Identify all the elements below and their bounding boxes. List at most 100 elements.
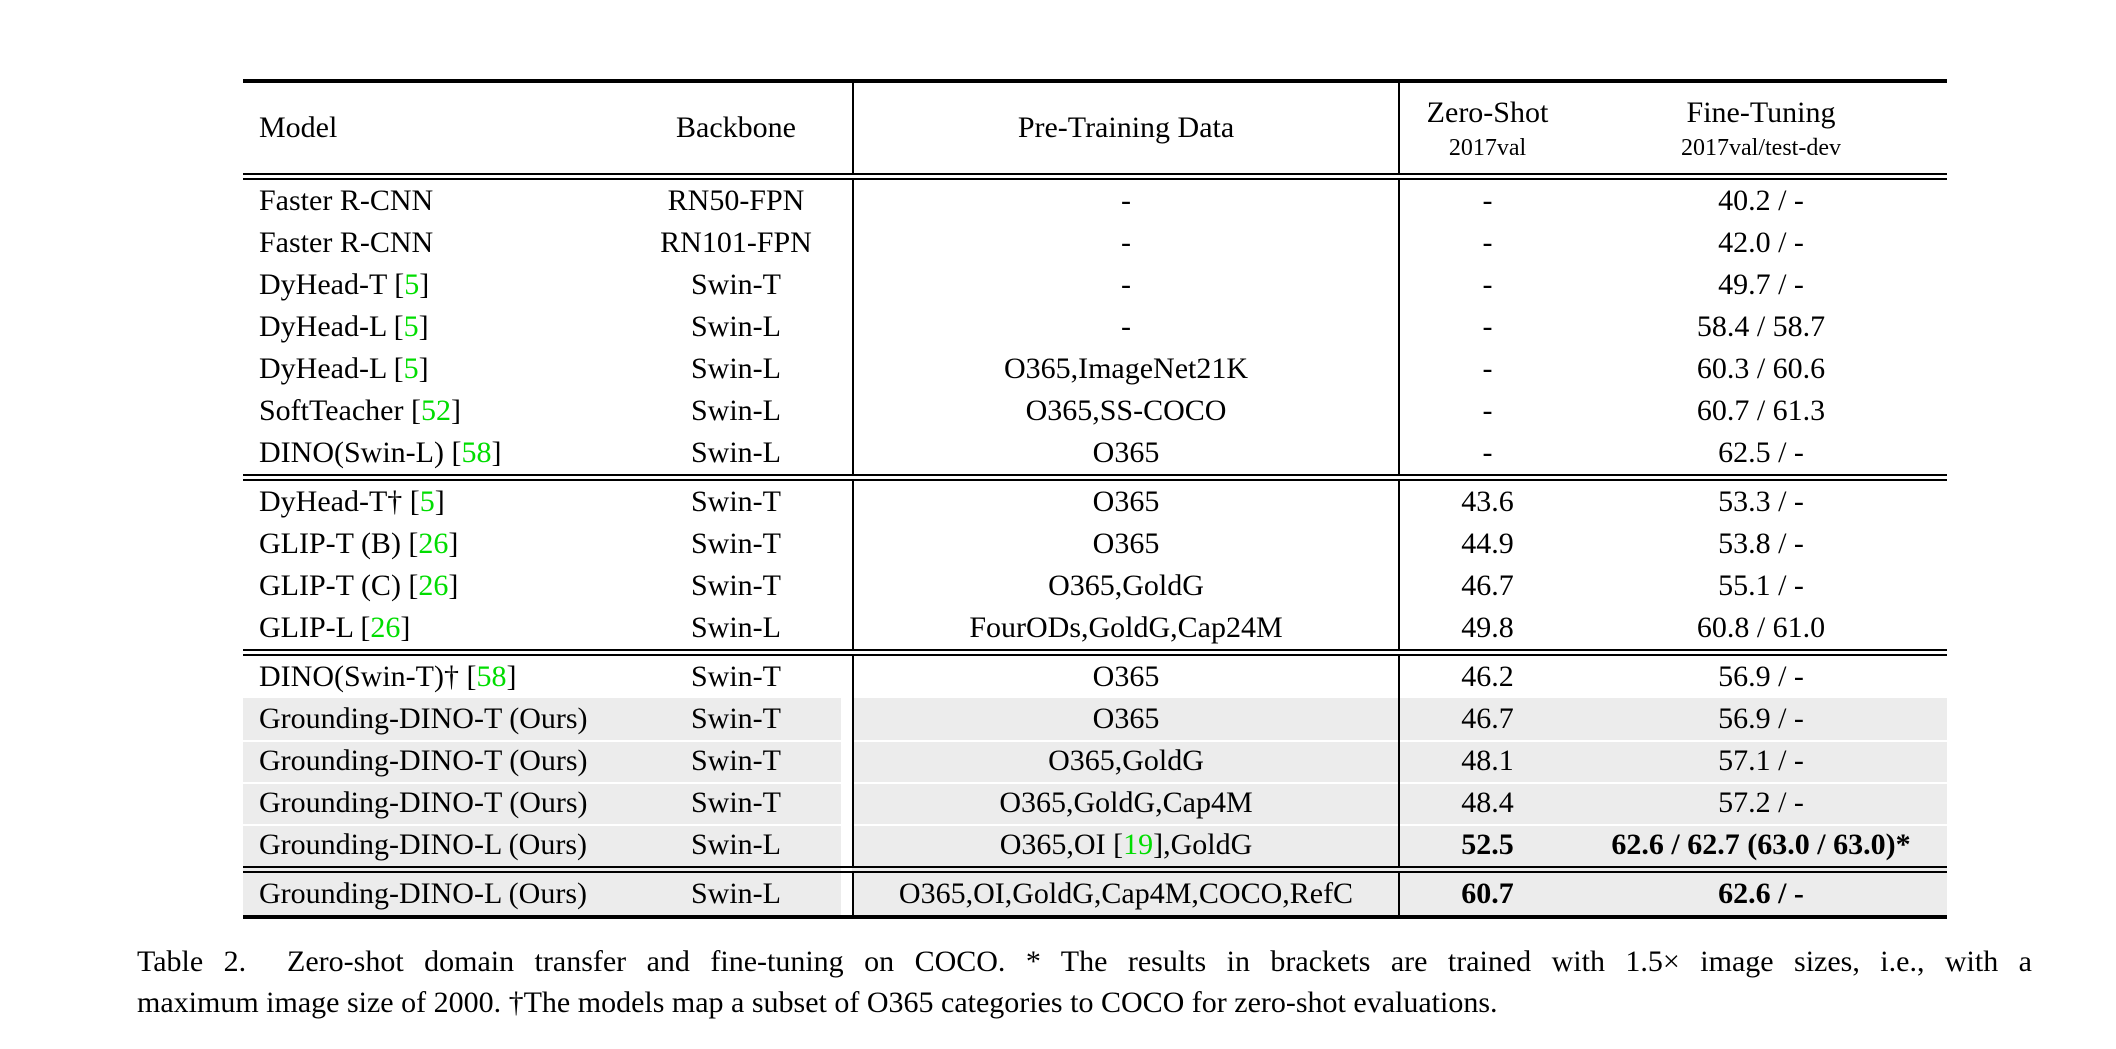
finetune-cell: 62.5 / - <box>1575 432 1947 478</box>
model-name-end: ] <box>419 268 430 301</box>
pretrain-cell: O365 <box>852 652 1400 698</box>
model-cell: Grounding-DINO-T (Ours) <box>243 782 620 824</box>
model-cell: DyHead-L [5] <box>243 306 620 348</box>
finetune-cell: 57.2 / - <box>1575 782 1947 824</box>
finetune-cell: 60.8 / 61.0 <box>1575 607 1947 653</box>
zeroshot-cell: 48.4 <box>1399 782 1575 824</box>
finetune-cell: 62.6 / 62.7 (63.0 / 63.0)* <box>1575 824 1947 870</box>
pretrain-cell: - <box>852 306 1400 348</box>
zeroshot-cell: 48.1 <box>1399 740 1575 782</box>
model-cell: Faster R-CNN <box>243 222 620 264</box>
backbone-cell: Swin-T <box>620 478 853 524</box>
pretrain-cell: O365 <box>852 477 1400 523</box>
backbone-cell: Swin-L <box>620 607 853 653</box>
model-name-end: ] <box>448 527 459 560</box>
table-row: Grounding-DINO-L (Ours) Swin-L O365,OI [19… <box>243 824 1947 870</box>
table-row: DINO(Swin-T)† [58] Swin-T O365 46.2 56.9 / - <box>243 652 1947 699</box>
header-finetune-sublabel: 2017val/test-dev <box>1681 135 1841 161</box>
pretrain-data: - <box>1121 268 1131 301</box>
pretrain-cell: O365 <box>852 432 1400 478</box>
pretrain-data: - <box>1121 310 1131 343</box>
model-cell: Faster R-CNN <box>243 177 620 223</box>
zeroshot-value: - <box>1482 436 1493 469</box>
pretrain-data: O365,SS-COCO <box>1025 394 1227 427</box>
citation-number[interactable]: 19 <box>1123 828 1154 861</box>
zeroshot-value: 46.2 <box>1461 660 1514 693</box>
finetune-cell: 53.8 / - <box>1575 523 1947 565</box>
results-table: Model Backbone Pre-Training Data Zero-Sh… <box>243 79 1947 919</box>
pretrain-cell: O365,GoldG,Cap4M <box>852 782 1400 824</box>
finetune-cell: 56.9 / - <box>1575 698 1947 740</box>
backbone-cell: Swin-T <box>620 653 853 699</box>
backbone-name: Swin-T <box>691 527 781 560</box>
header-pretrain-cell: Pre-Training Data <box>852 81 1400 177</box>
citation-number[interactable]: 5 <box>403 352 419 385</box>
finetune-cell: 42.0 / - <box>1575 222 1947 264</box>
backbone-name: Swin-L <box>691 436 781 469</box>
zeroshot-cell: - <box>1399 390 1575 432</box>
model-cell: GLIP-L [26] <box>243 607 620 653</box>
citation-number[interactable]: 5 <box>404 268 420 301</box>
backbone-name: Swin-L <box>691 611 781 644</box>
zeroshot-value: 43.6 <box>1461 485 1514 518</box>
citation-number[interactable]: 58 <box>461 436 492 469</box>
table-group-zero-shot-baselines: DyHead-T† [5] Swin-T O365 43.6 53.3 / - GLIP-… <box>243 477 1947 653</box>
citation-number[interactable]: 52 <box>420 394 451 427</box>
pretrain-data: O365,OI [ <box>999 828 1124 861</box>
header-row: Model Backbone Pre-Training Data Zero-Sh… <box>243 81 1947 177</box>
citation-number[interactable]: 26 <box>418 569 449 602</box>
backbone-name: Swin-T <box>691 786 781 819</box>
backbone-cell: Swin-T <box>620 740 853 782</box>
header-zeroshot-sublabel: 2017val <box>1448 135 1527 161</box>
citation-number[interactable]: 5 <box>419 485 435 518</box>
table-row: DINO(Swin-L) [58] Swin-L O365 - 62.5 / - <box>243 432 1947 478</box>
model-name: GLIP-T (B) [ <box>259 527 419 560</box>
backbone-name: Swin-T <box>691 268 781 301</box>
model-cell: Grounding-DINO-T (Ours) <box>243 740 620 782</box>
zeroshot-value: 49.8 <box>1461 611 1514 644</box>
model-name-end: ] <box>450 394 461 427</box>
pretrain-cell: FourODs,GoldG,Cap24M <box>852 607 1400 653</box>
table-row: DyHead-L [5] Swin-L O365,ImageNet21K - 60.3 … <box>243 348 1947 390</box>
pretrain-data: O365 <box>1092 436 1160 469</box>
model-cell: DyHead-T† [5] <box>243 478 620 524</box>
pretrain-cell: - <box>852 264 1400 306</box>
caption-line-1: Table 2. Zero-shot domain transfer and f… <box>137 945 2032 978</box>
citation-number[interactable]: 5 <box>403 310 419 343</box>
finetune-cell: 57.1 / - <box>1575 740 1947 782</box>
pretrain-data: O365,GoldG <box>1048 569 1204 602</box>
backbone-name: Swin-T <box>691 485 781 518</box>
backbone-name: RN50-FPN <box>667 184 805 217</box>
model-cell: DINO(Swin-T)† [58] <box>243 653 620 699</box>
citation-number[interactable]: 26 <box>418 527 449 560</box>
zeroshot-cell: 46.7 <box>1399 698 1575 740</box>
zeroshot-cell: - <box>1399 306 1575 348</box>
zeroshot-value: - <box>1482 394 1493 427</box>
zeroshot-cell: 60.7 <box>1399 869 1575 917</box>
backbone-cell: Swin-L <box>620 306 853 348</box>
finetune-value: 55.1 / - <box>1718 569 1804 602</box>
table-row: GLIP-L [26] Swin-L FourODs,GoldG,Cap24M 49.… <box>243 607 1947 653</box>
finetune-cell: 49.7 / - <box>1575 264 1947 306</box>
zeroshot-value: 48.4 <box>1461 786 1514 819</box>
model-name: GLIP-L [ <box>259 611 371 644</box>
table-row: Grounding-DINO-L (Ours) Swin-L O365,OI,Gol… <box>243 869 1947 917</box>
finetune-cell: 62.6 / - <box>1575 869 1947 917</box>
model-name-end: ] <box>448 569 459 602</box>
citation-number[interactable]: 58 <box>476 660 507 693</box>
pretrain-data: O365 <box>1092 485 1160 518</box>
backbone-cell: Swin-T <box>620 698 853 740</box>
citation-number[interactable]: 26 <box>370 611 401 644</box>
finetune-cell: 60.3 / 60.6 <box>1575 348 1947 390</box>
model-name: DyHead-T [ <box>259 268 405 301</box>
model-name-end: ] <box>400 611 411 644</box>
model-name: SoftTeacher [ <box>259 394 421 427</box>
model-name: Faster R-CNN <box>259 184 434 217</box>
backbone-name: Swin-T <box>691 660 781 693</box>
zeroshot-value: - <box>1482 310 1493 343</box>
table-row: DyHead-T [5] Swin-T - - 49.7 / - <box>243 264 1947 306</box>
table-row: DyHead-T† [5] Swin-T O365 43.6 53.3 / - <box>243 477 1947 524</box>
finetune-cell: 56.9 / - <box>1575 653 1947 699</box>
pretrain-data: FourODs,GoldG,Cap24M <box>969 611 1283 644</box>
finetune-value: 57.1 / - <box>1718 744 1804 777</box>
